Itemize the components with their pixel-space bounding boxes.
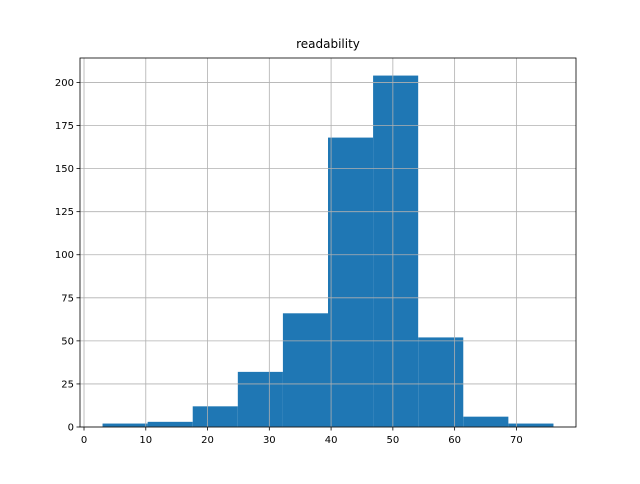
y-tick-label: 25 [61,379,74,390]
bar [237,371,283,427]
y-tick-label: 150 [55,164,74,175]
y-tick-label: 125 [55,207,74,218]
bar [373,75,419,428]
bar [508,423,554,427]
chart-title: readability [296,37,360,51]
x-tick-label: 50 [386,435,399,446]
y-tick-label: 50 [61,336,74,347]
bar [192,406,238,427]
x-tick-label: 70 [510,435,523,446]
x-tick-label: 60 [448,435,461,446]
x-tick-label: 0 [81,435,87,446]
y-tick-label: 100 [55,250,74,261]
x-tick-label: 20 [201,435,214,446]
bar [102,423,148,427]
bar [147,421,193,427]
y-tick-label: 200 [55,78,74,89]
plot-frame [79,57,577,428]
y-tick-label: 0 [68,423,74,434]
x-tick-label: 40 [325,435,338,446]
x-tick-label: 30 [263,435,276,446]
bar [328,137,374,427]
bar [282,313,328,427]
bar [418,337,464,427]
bar [463,416,509,427]
y-tick-label: 75 [61,293,74,304]
x-tick-label: 10 [139,435,152,446]
y-tick-label: 175 [55,121,74,132]
